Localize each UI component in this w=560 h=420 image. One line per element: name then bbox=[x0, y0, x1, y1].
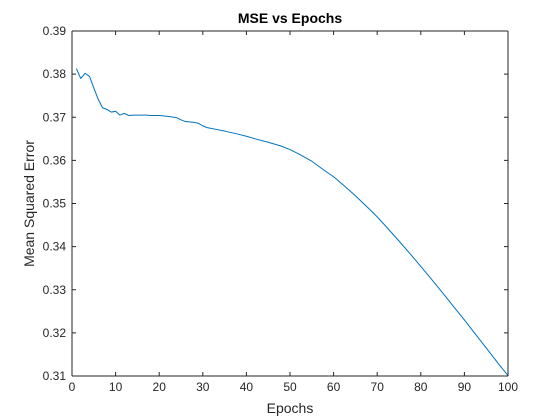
x-tick-label: 90 bbox=[458, 380, 472, 394]
x-tick-label: 0 bbox=[69, 380, 76, 394]
y-tick-label: 0.39 bbox=[43, 24, 67, 38]
x-tick-label: 80 bbox=[414, 380, 428, 394]
x-tick-label: 70 bbox=[371, 380, 385, 394]
x-axis-label: Epochs bbox=[267, 400, 314, 416]
series-layer bbox=[75, 68, 509, 376]
y-tick-label: 0.33 bbox=[43, 283, 67, 297]
y-tick-label: 0.34 bbox=[43, 240, 67, 254]
ticks-layer: 0 10 20 30 40 50 60 70 80 90 100 0.31 0.32 0.33 0.34 0.… bbox=[43, 24, 519, 394]
x-tick-label: 50 bbox=[283, 380, 297, 394]
series-line-1 bbox=[75, 68, 509, 376]
y-tick-label: 0.35 bbox=[43, 197, 67, 211]
y-axis-label: Mean Squared Error bbox=[21, 140, 37, 267]
x-tick-label: 100 bbox=[498, 380, 518, 394]
y-tick-label: 0.32 bbox=[43, 326, 67, 340]
x-tick-label: 30 bbox=[196, 380, 210, 394]
x-tick-label: 60 bbox=[327, 380, 341, 394]
plot-area bbox=[72, 31, 508, 376]
x-tick-label: 20 bbox=[153, 380, 167, 394]
y-tick-label: 0.38 bbox=[43, 67, 67, 81]
x-tick-label: 40 bbox=[240, 380, 254, 394]
y-tick-label: 0.31 bbox=[43, 369, 67, 383]
x-tick-label: 10 bbox=[109, 380, 123, 394]
chart-title: MSE vs Epochs bbox=[238, 10, 342, 26]
y-tick-label: 0.36 bbox=[43, 153, 67, 167]
y-tick-label: 0.37 bbox=[43, 110, 67, 124]
